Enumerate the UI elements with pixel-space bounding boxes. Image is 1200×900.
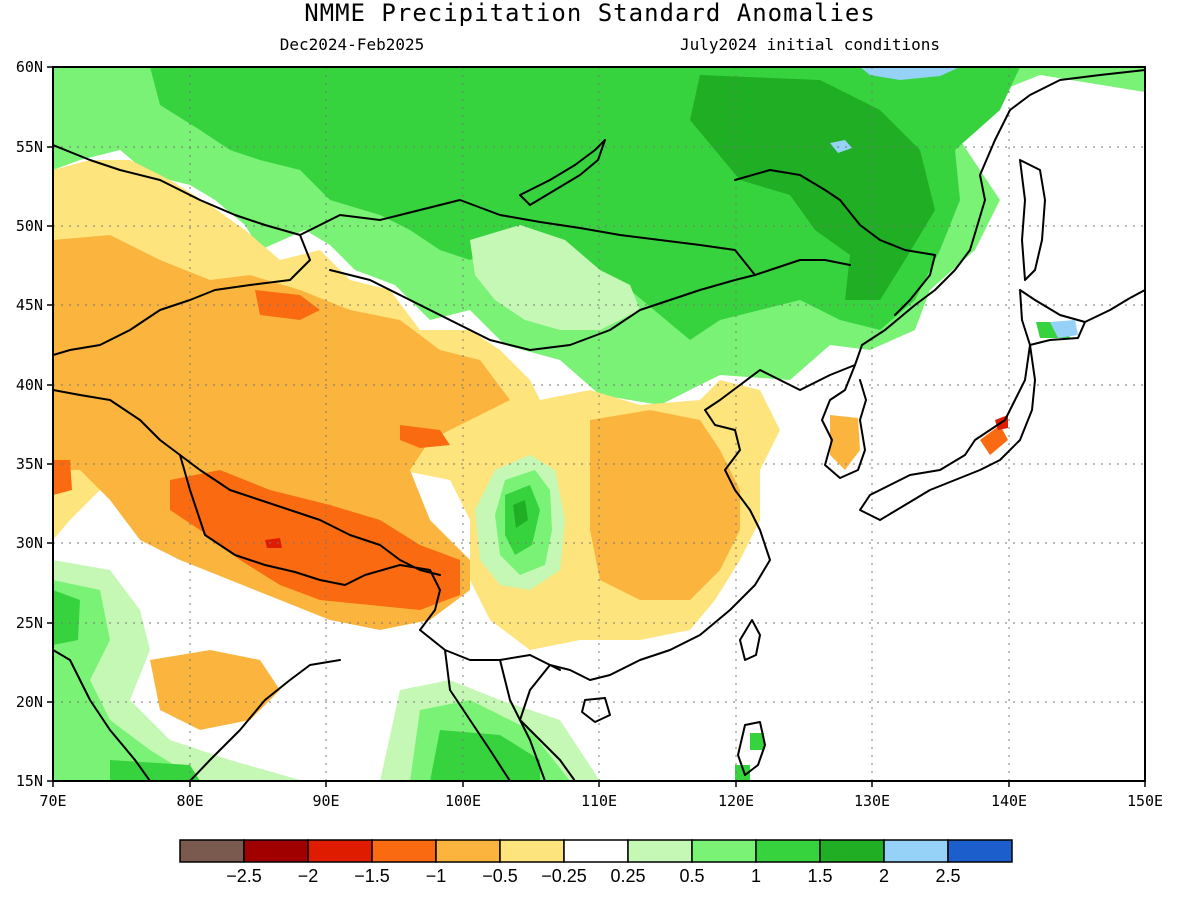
baikal-lake xyxy=(519,139,606,206)
russia-china-northeast-border xyxy=(734,169,936,316)
mongolia-southern-border xyxy=(329,269,756,351)
colorbar-swatch xyxy=(307,839,373,863)
colorbar-swatch xyxy=(627,839,693,863)
colorbar-label: −2 xyxy=(298,866,319,886)
colorbar-label: −0.25 xyxy=(541,866,587,886)
colorbar-label: 2.5 xyxy=(935,866,960,886)
coastlines-and-borders xyxy=(53,69,1145,781)
lat-tick-label: 55N xyxy=(16,138,43,156)
colorbar-label: −2.5 xyxy=(226,866,262,886)
colorbar-swatch xyxy=(243,839,309,863)
lat-tick-label: 30N xyxy=(16,534,43,552)
lon-tick-label: 110E xyxy=(581,792,617,810)
wet-anomaly-blue-small xyxy=(830,140,852,153)
taiwan-island xyxy=(739,619,761,661)
dry-anomaly-strong xyxy=(53,290,1008,610)
colorbar-swatch xyxy=(883,839,949,863)
lon-tick-label: 80E xyxy=(176,792,203,810)
initial-conditions-label: July2024 initial conditions xyxy=(680,35,940,54)
wet-anomaly-mongolia-gap xyxy=(470,225,640,330)
colorbar-label: 0.25 xyxy=(610,866,645,886)
colorbar-label: 1.5 xyxy=(807,866,832,886)
lon-tick-label: 100E xyxy=(445,792,481,810)
colorbar-swatch xyxy=(691,839,757,863)
lat-tick-label: 60N xyxy=(16,58,43,76)
lat-axis: 60N 55N 50N 45N 40N 35N 30N 25N 20N 15N xyxy=(16,58,53,790)
lat-tick-label: 45N xyxy=(16,296,43,314)
india-coastline xyxy=(53,649,341,781)
central-asia-borders xyxy=(53,389,441,576)
colorbar-swatch xyxy=(755,839,821,863)
wet-anomaly-southeast-asia-dark xyxy=(53,590,540,781)
dry-anomaly-medium xyxy=(53,235,740,730)
colorbar-label: −1.5 xyxy=(354,866,390,886)
sakhalin-island xyxy=(1019,159,1046,281)
lat-tick-label: 50N xyxy=(16,217,43,235)
korea-peninsula xyxy=(821,364,867,479)
lat-tick-label: 40N xyxy=(16,376,43,394)
colorbar-swatch xyxy=(179,839,245,863)
kazakhstan-border xyxy=(53,144,311,356)
philippines-luzon xyxy=(737,721,766,776)
asia-east-coastline xyxy=(519,69,1145,781)
colorbar-label: 0.5 xyxy=(679,866,704,886)
lat-tick-label: 20N xyxy=(16,693,43,711)
dry-anomaly-korea xyxy=(830,415,860,470)
lon-tick-label: 150E xyxy=(1127,792,1163,810)
colorbar-swatch xyxy=(435,839,501,863)
wet-anomaly-hokkaido-blue xyxy=(1050,320,1078,338)
lon-tick-label: 140E xyxy=(991,792,1027,810)
lon-tick-label: 90E xyxy=(312,792,339,810)
colorbar-label: 2 xyxy=(879,866,889,886)
map-title: NMME Precipitation Standard Anomalies xyxy=(304,0,876,27)
lon-axis: 70E 80E 90E 100E 110E 120E 130E 140E 150… xyxy=(39,781,1163,810)
colorbar-label: −1 xyxy=(426,866,447,886)
lon-tick-label: 120E xyxy=(718,792,754,810)
hainan-island xyxy=(581,697,611,723)
colorbar-legend: −2.5 −2 −1.5 −1 −0.5 −0.25 0.25 0.5 1 1.… xyxy=(179,839,1013,886)
japan-honshu xyxy=(859,344,1036,521)
lon-tick-label: 70E xyxy=(39,792,66,810)
plot-area xyxy=(53,67,1145,781)
colorbar-swatch xyxy=(563,839,629,863)
japan-hokkaido xyxy=(1019,289,1086,346)
colorbar-swatch xyxy=(371,839,437,863)
forecast-period-label: Dec2024-Feb2025 xyxy=(280,35,425,54)
colorbar-swatch xyxy=(819,839,885,863)
lat-tick-label: 25N xyxy=(16,614,43,632)
colorbar-label: 1 xyxy=(751,866,761,886)
wet-anomaly-sichuan-core xyxy=(513,500,528,528)
lat-tick-label: 35N xyxy=(16,455,43,473)
lat-tick-label: 15N xyxy=(16,772,43,790)
colorbar-label: −0.5 xyxy=(482,866,518,886)
himalaya-india-border xyxy=(179,454,441,631)
wet-anomaly-north-dark xyxy=(690,75,935,300)
china-mongolia-border xyxy=(299,199,851,276)
wet-anomaly-blue-north xyxy=(860,67,960,80)
lon-tick-label: 130E xyxy=(854,792,890,810)
colorbar-swatch xyxy=(947,839,1013,863)
indochina-borders xyxy=(419,629,561,781)
colorbar-swatch xyxy=(499,839,565,863)
kamchatka-kurils xyxy=(1084,289,1145,323)
